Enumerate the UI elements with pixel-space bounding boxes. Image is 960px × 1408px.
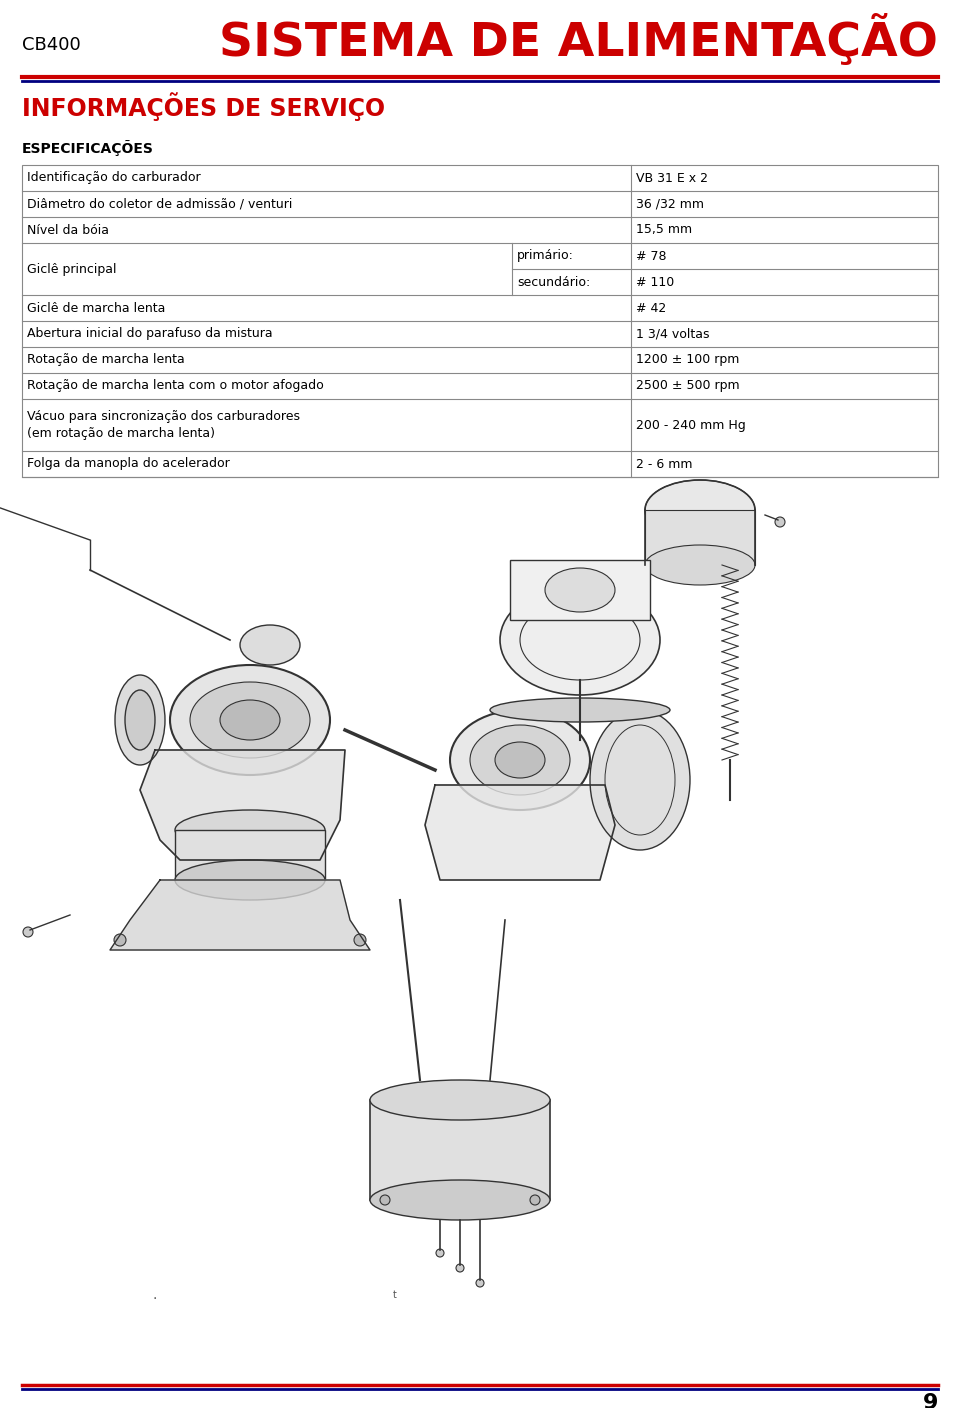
Polygon shape <box>140 750 345 860</box>
Text: SISTEMA DE ALIMENTAÇÃO: SISTEMA DE ALIMENTAÇÃO <box>219 14 938 66</box>
Text: Giclê de marcha lenta: Giclê de marcha lenta <box>27 301 165 314</box>
Text: VB 31 E x 2: VB 31 E x 2 <box>636 172 708 184</box>
Text: 2500 ± 500 rpm: 2500 ± 500 rpm <box>636 380 740 393</box>
Circle shape <box>456 1264 464 1271</box>
Circle shape <box>23 926 33 936</box>
Text: Giclê principal: Giclê principal <box>27 262 116 276</box>
Bar <box>645 510 755 565</box>
Text: 2 - 6 mm: 2 - 6 mm <box>636 458 693 470</box>
Ellipse shape <box>190 681 310 758</box>
Text: CB400: CB400 <box>22 37 81 54</box>
Ellipse shape <box>490 698 670 722</box>
Ellipse shape <box>645 545 755 584</box>
Text: Identificação do carburador: Identificação do carburador <box>27 172 201 184</box>
Text: 1200 ± 100 rpm: 1200 ± 100 rpm <box>636 353 739 366</box>
Text: 1 3/4 voltas: 1 3/4 voltas <box>636 328 709 341</box>
Text: 36 /32 mm: 36 /32 mm <box>636 197 704 211</box>
Ellipse shape <box>175 860 325 900</box>
Text: # 110: # 110 <box>636 276 674 289</box>
Text: 9: 9 <box>923 1393 938 1408</box>
Text: Rotação de marcha lenta: Rotação de marcha lenta <box>27 353 184 366</box>
Text: 200 - 240 mm Hg: 200 - 240 mm Hg <box>636 418 746 431</box>
Text: ESPECIFICAÇÕES: ESPECIFICAÇÕES <box>22 139 154 156</box>
Circle shape <box>380 1195 390 1205</box>
Circle shape <box>354 934 366 946</box>
Text: # 42: # 42 <box>636 301 666 314</box>
Bar <box>370 1100 550 1200</box>
Ellipse shape <box>220 700 280 741</box>
Ellipse shape <box>495 742 545 779</box>
Ellipse shape <box>125 690 155 750</box>
Text: Abertura inicial do parafuso da mistura: Abertura inicial do parafuso da mistura <box>27 328 273 341</box>
Text: INFORMAÇÕES DE SERVIÇO: INFORMAÇÕES DE SERVIÇO <box>22 93 385 121</box>
Circle shape <box>436 1249 444 1257</box>
Ellipse shape <box>370 1080 550 1119</box>
Bar <box>22 165 938 477</box>
Text: secundário:: secundário: <box>517 276 590 289</box>
Text: Rotação de marcha lenta com o motor afogado: Rotação de marcha lenta com o motor afog… <box>27 380 324 393</box>
Ellipse shape <box>240 625 300 665</box>
Ellipse shape <box>470 725 570 796</box>
Ellipse shape <box>175 810 325 850</box>
Circle shape <box>530 1195 540 1205</box>
Text: .: . <box>153 1288 157 1302</box>
Text: primário:: primário: <box>517 249 574 262</box>
Ellipse shape <box>645 480 755 541</box>
Ellipse shape <box>500 584 660 696</box>
Circle shape <box>775 517 785 527</box>
Text: 15,5 mm: 15,5 mm <box>636 224 692 237</box>
Ellipse shape <box>545 567 615 612</box>
Ellipse shape <box>170 665 330 774</box>
Circle shape <box>114 934 126 946</box>
Circle shape <box>476 1278 484 1287</box>
Text: t: t <box>393 1290 396 1300</box>
Text: Nível da bóia: Nível da bóia <box>27 224 109 237</box>
Ellipse shape <box>115 674 165 765</box>
Ellipse shape <box>370 1180 550 1219</box>
Polygon shape <box>425 786 615 880</box>
Ellipse shape <box>590 710 690 850</box>
Polygon shape <box>110 880 370 950</box>
Text: Vácuo para sincronização dos carburadores
(em rotação de marcha lenta): Vácuo para sincronização dos carburadore… <box>27 410 300 439</box>
Bar <box>175 829 325 880</box>
Text: Diâmetro do coletor de admissão / venturi: Diâmetro do coletor de admissão / ventur… <box>27 197 293 211</box>
Bar <box>510 560 650 620</box>
Ellipse shape <box>450 710 590 810</box>
Text: # 78: # 78 <box>636 249 666 262</box>
Text: Folga da manopla do acelerador: Folga da manopla do acelerador <box>27 458 229 470</box>
